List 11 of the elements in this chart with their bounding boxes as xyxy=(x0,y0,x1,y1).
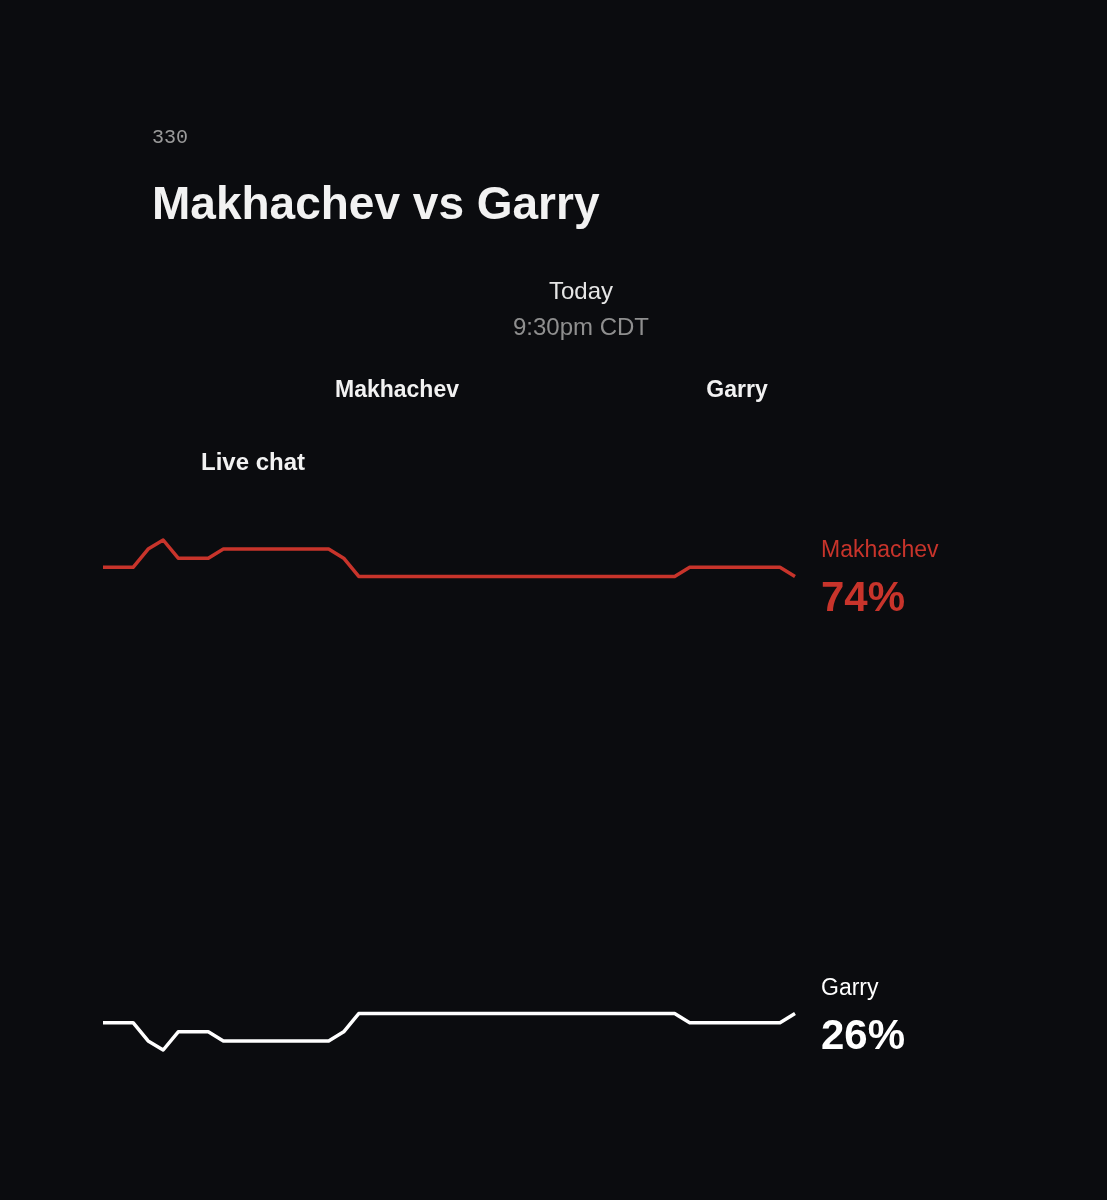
text: Today xyxy=(548,277,614,304)
text: Live chat xyxy=(201,448,306,475)
series-label: Garry xyxy=(821,973,879,1000)
data-label: 26% xyxy=(821,1010,906,1058)
text: 9:30pm CDT xyxy=(512,313,650,340)
text: Garry xyxy=(706,376,768,402)
text: 330 xyxy=(152,126,189,149)
text: Makhachev xyxy=(334,376,460,402)
series-label: Makhachev xyxy=(821,536,940,563)
data-label: 74% xyxy=(821,573,906,621)
chart-title: Makhachev vs Garry xyxy=(152,177,600,229)
